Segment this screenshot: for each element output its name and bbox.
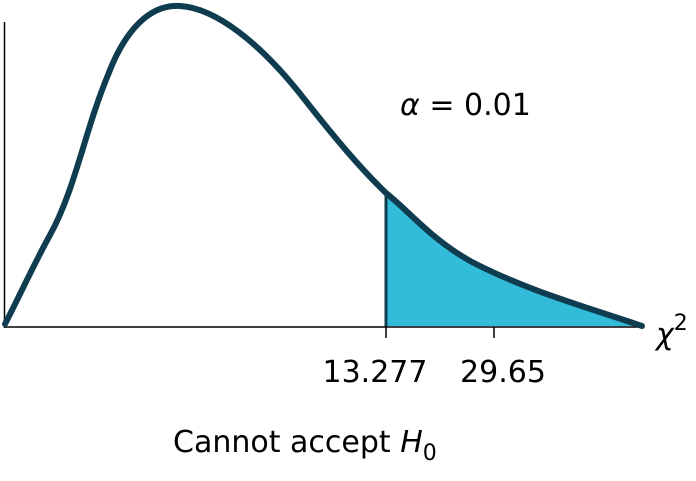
rejection-region bbox=[386, 193, 642, 326]
hypothesis-symbol: H bbox=[400, 425, 423, 460]
alpha-value: = 0.01 bbox=[420, 88, 531, 123]
chi-exponent: 2 bbox=[674, 311, 688, 336]
conclusion-text: Cannot accept H0 bbox=[173, 425, 437, 466]
conclusion-words: Cannot accept bbox=[173, 425, 400, 460]
tick-label-critical: 13.277 bbox=[323, 355, 428, 390]
density-curve bbox=[2, 2, 645, 329]
significance-label: α = 0.01 bbox=[400, 88, 531, 123]
hypothesis-subscript: 0 bbox=[423, 441, 437, 466]
chi-symbol: χ bbox=[654, 317, 675, 352]
axis-label: χ2 bbox=[654, 311, 688, 352]
tick-label-test-statistic: 29.65 bbox=[460, 355, 546, 390]
alpha-symbol: α bbox=[400, 88, 420, 123]
